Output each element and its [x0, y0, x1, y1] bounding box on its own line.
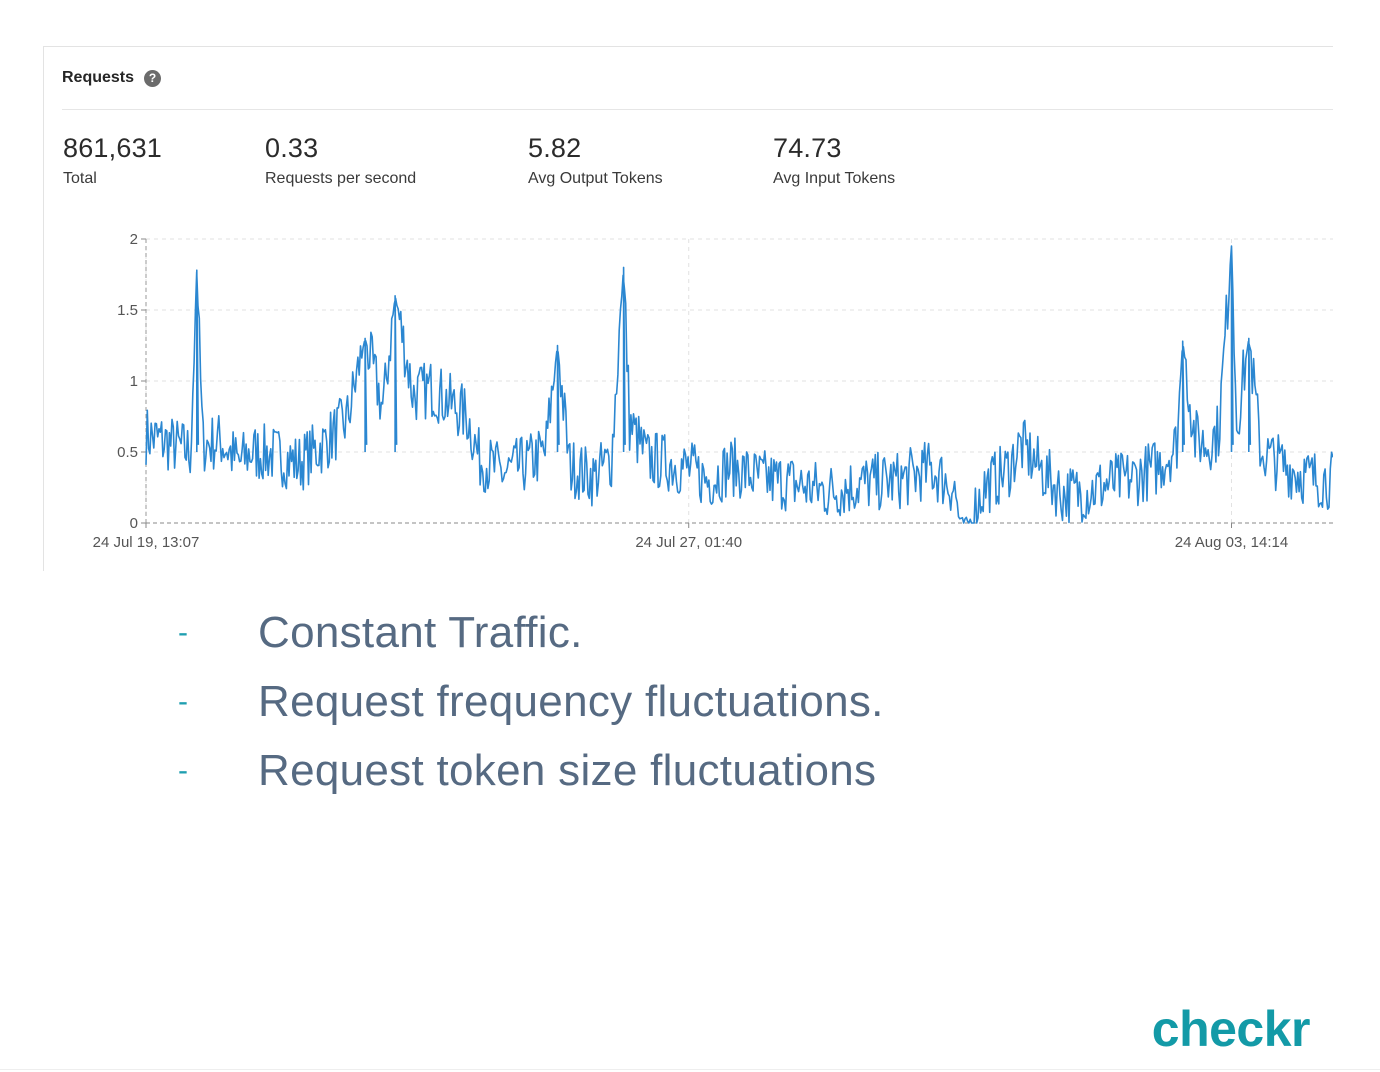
panel-header: Requests ?: [62, 69, 162, 87]
series-line: [145, 245, 1333, 524]
panel-title: Requests: [62, 69, 135, 86]
bottom-divider: [0, 1069, 1380, 1070]
x-tick-label: 24 Jul 27, 01:40: [635, 534, 742, 551]
checkr-logo: checkr: [1151, 1001, 1311, 1057]
stat-label: Avg Output Tokens: [528, 170, 663, 187]
bullet-dash: -: [178, 684, 188, 718]
stat-value: 5.82: [528, 133, 582, 163]
header-divider: [62, 109, 1333, 110]
stat-requests-per-second: 0.33 Requests per second: [265, 133, 416, 188]
question-circle-icon[interactable]: ?: [144, 69, 162, 87]
bullet-item: - Constant Traffic.: [178, 598, 884, 667]
requests-panel: 0 0.5 1 1.5 2 24 Jul 19, 13:07 24 Jul 27, 01:4…: [43, 46, 1333, 571]
stat-value: 74.73: [773, 133, 842, 163]
bullet-dash: -: [178, 615, 188, 649]
bullet-list: - Constant Traffic. - Request frequency …: [178, 598, 884, 805]
requests-chart: 0 0.5 1 1.5 2 24 Jul 19, 13:07 24 Jul 27, 01:4…: [93, 231, 1333, 551]
y-tick-label: 1.5: [117, 302, 138, 319]
bullet-item: - Request frequency fluctuations.: [178, 667, 884, 736]
bullet-text: Request frequency fluctuations.: [258, 676, 884, 726]
stat-avg-output-tokens: 5.82 Avg Output Tokens: [528, 133, 663, 188]
stat-label: Requests per second: [265, 170, 417, 187]
bullet-text: Constant Traffic.: [258, 607, 583, 657]
stat-label: Avg Input Tokens: [773, 170, 896, 187]
stat-value: 861,631: [63, 133, 162, 163]
bullet-item: - Request token size fluctuations: [178, 736, 884, 805]
bullet-text: Request token size fluctuations: [258, 745, 877, 795]
stat-avg-input-tokens: 74.73 Avg Input Tokens: [773, 133, 895, 188]
x-tick-label: 24 Jul 19, 13:07: [93, 534, 200, 551]
bullet-dash: -: [178, 753, 188, 787]
stat-label: Total: [63, 170, 97, 187]
y-tick-label: 0: [130, 515, 138, 532]
y-tick-label: 0.5: [117, 444, 138, 461]
y-tick-label: 1: [130, 373, 138, 390]
stat-total: 861,631 Total: [63, 133, 162, 188]
stat-value: 0.33: [265, 133, 319, 163]
x-tick-label: 24 Aug 03, 14:14: [1175, 534, 1288, 551]
y-tick-label: 2: [130, 231, 138, 248]
